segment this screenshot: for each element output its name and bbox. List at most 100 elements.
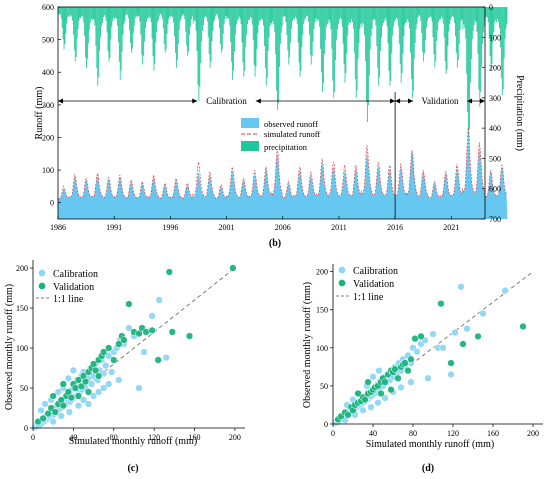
precipitation-bar <box>121 7 123 52</box>
precipitation-bar <box>232 7 234 80</box>
precipitation-bar <box>137 7 139 16</box>
precipitation-bar <box>394 7 396 22</box>
calibration-point <box>148 312 156 320</box>
precipitation-bar <box>178 7 180 31</box>
precipitation-bar <box>181 7 183 16</box>
precipitation-bar <box>435 7 437 62</box>
x-tick-label: 120 <box>447 429 459 438</box>
precipitation-bar <box>219 7 220 29</box>
precipitation-bar <box>431 7 433 22</box>
calibration-point <box>424 374 432 382</box>
precipitation-bar <box>485 7 486 19</box>
precipitation-bar <box>332 7 334 81</box>
precipitation-bars <box>58 7 508 141</box>
precipitation-bar <box>470 7 472 60</box>
precipitation-bar <box>253 7 255 65</box>
precipitation-bar <box>331 7 333 49</box>
precipitation-bar <box>133 7 135 26</box>
precipitation-bar <box>255 7 257 67</box>
precipitation-bar <box>336 7 337 40</box>
panel-label-c: (c) <box>127 463 138 474</box>
precipitation-bar <box>456 7 458 68</box>
precipitation-bar <box>468 7 469 141</box>
validation-point <box>59 380 67 388</box>
y-tick-label-left: 100 <box>42 166 54 175</box>
precipitation-bar <box>396 7 398 20</box>
precipitation-bar <box>237 7 239 20</box>
precipitation-bar <box>279 7 281 45</box>
precipitation-bar <box>74 7 76 62</box>
precipitation-bar <box>494 7 496 23</box>
precipitation-bar <box>377 7 379 68</box>
precipitation-bar <box>479 7 481 107</box>
precipitation-bar <box>395 7 396 20</box>
validation-point <box>39 414 47 423</box>
precipitation-bar <box>283 7 285 16</box>
validation-point <box>354 389 362 398</box>
validation-point <box>519 322 527 331</box>
precipitation-bar <box>152 7 154 57</box>
precipitation-bar <box>462 7 464 30</box>
precipitation-bar <box>389 7 391 86</box>
precipitation-bar <box>398 7 400 44</box>
legend-d: Calibration Validation 1:1 line <box>336 266 398 303</box>
precipitation-bar <box>72 7 74 35</box>
precipitation-bar <box>95 7 97 46</box>
calibration-point <box>501 287 509 295</box>
precipitation-bar <box>404 7 406 25</box>
calibration-point <box>64 374 72 383</box>
precipitation-bar <box>383 7 385 21</box>
y-tick-label: 200 <box>16 264 28 273</box>
precipitation-bar <box>192 7 194 24</box>
precipitation-bar <box>348 7 350 25</box>
precipitation-bar <box>481 7 483 67</box>
precipitation-bar <box>338 7 340 20</box>
precipitation-bar <box>81 7 83 16</box>
precipitation-bar <box>267 7 269 51</box>
precipitation-bar <box>114 7 116 20</box>
precipitation-bar <box>132 7 134 34</box>
precipitation-bar <box>126 7 128 14</box>
precipitation-bar <box>439 7 440 20</box>
precipitation-bar <box>91 7 93 21</box>
precipitation-bar <box>141 7 143 55</box>
precipitation-bar <box>231 7 233 62</box>
validation-point <box>229 264 237 272</box>
precipitation-bar <box>450 7 452 20</box>
precipitation-bar <box>399 7 401 65</box>
precipitation-bar <box>357 7 359 59</box>
precipitation-bar <box>84 7 86 36</box>
y-axis-label-right: Precipitation (mm) <box>514 75 525 151</box>
precipitation-bar <box>143 7 145 57</box>
precipitation-bar <box>382 7 383 26</box>
validation-point <box>94 372 103 380</box>
calibration-point <box>479 309 487 318</box>
precipitation-bar <box>149 7 151 18</box>
precipitation-bar <box>297 7 299 43</box>
precipitation-bar <box>234 7 236 35</box>
precipitation-bar <box>217 7 219 16</box>
precipitation-bar <box>366 7 367 103</box>
precipitation-bar <box>469 7 470 129</box>
precipitation-bar <box>437 7 439 31</box>
precipitation-bar <box>420 7 422 22</box>
plot-frame-b <box>57 6 486 220</box>
precipitation-bar <box>412 7 414 91</box>
x-tick-label: 80 <box>110 433 118 442</box>
validation-point <box>67 393 76 402</box>
precipitation-bar <box>284 7 286 17</box>
precipitation-bar <box>146 7 148 19</box>
precipitation-bar <box>489 7 491 57</box>
calibration-point <box>429 330 437 338</box>
precipitation-bar <box>246 7 248 35</box>
calibration-point <box>367 403 375 411</box>
x-tick-label-b: 2006 <box>275 223 291 232</box>
calibration-point <box>105 380 113 388</box>
precipitation-bar <box>117 7 119 43</box>
precipitation-bar <box>190 7 192 20</box>
precipitation-bar <box>379 7 381 78</box>
precipitation-bar <box>278 7 280 68</box>
precipitation-bar <box>222 7 224 34</box>
validation-point <box>120 336 128 344</box>
x-tick-label-b: 1986 <box>50 223 66 232</box>
